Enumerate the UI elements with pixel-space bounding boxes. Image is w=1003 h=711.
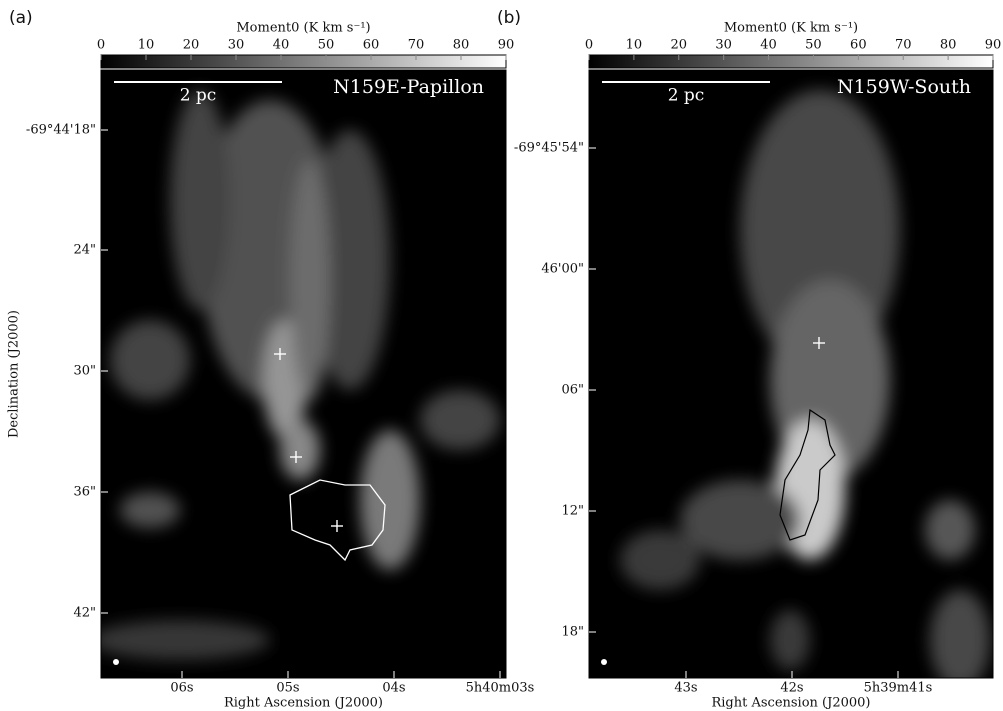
x-axis-label: Right Ascension (J2000)	[711, 696, 870, 711]
scale-bar-label: 2 pc	[180, 86, 217, 106]
y-tick-label: -69°45'54"	[514, 141, 584, 156]
x-tick-label: 5h39m41s	[864, 681, 933, 696]
panel-label: (a)	[9, 8, 33, 28]
colorbar	[589, 55, 993, 68]
y-tick-label: 46'00"	[541, 262, 584, 277]
y-tick-label: 36"	[73, 485, 96, 500]
y-tick-label: 18"	[561, 625, 584, 640]
y-tick-label: -69°44'18"	[26, 123, 96, 138]
colorbar-tick-label: 70	[895, 38, 912, 53]
x-axis-label: Right Ascension (J2000)	[224, 696, 383, 711]
scale-bar-label: 2 pc	[668, 86, 705, 106]
colorbar-tick-label: 80	[453, 38, 470, 53]
colorbar-tick-label: 60	[363, 38, 380, 53]
y-tick-label: 30"	[73, 364, 96, 379]
x-tick-label: 06s	[170, 681, 193, 696]
panel-label: (b)	[497, 8, 521, 28]
colorbar-tick-label: 60	[850, 38, 867, 53]
colorbar-tick-label: 50	[805, 38, 822, 53]
colorbar-label: Moment0 (K km s⁻¹)	[724, 21, 858, 36]
field-name: N159W-South	[837, 76, 971, 98]
colorbar-tick-label: 50	[318, 38, 335, 53]
y-tick-label: 24"	[73, 243, 96, 258]
colorbar-tick-label: 0	[585, 38, 593, 53]
colorbar-tick-label: 70	[408, 38, 425, 53]
colorbar-tick-label: 80	[940, 38, 957, 53]
y-tick-label: 42"	[73, 606, 96, 621]
colorbar-tick-label: 90	[498, 38, 515, 53]
y-tick-label: 06"	[561, 383, 584, 398]
y-axis-label: Declination (J2000)	[7, 310, 22, 438]
image-b	[589, 70, 993, 690]
x-tick-label: 5h40m03s	[466, 681, 535, 696]
colorbar	[101, 55, 506, 68]
colorbar-tick-label: 10	[626, 38, 643, 53]
colorbar-tick-label: 20	[183, 38, 200, 53]
y-tick-label: 12"	[561, 504, 584, 519]
figure: (a) Moment0 (K km s⁻¹) 0 10 20 30 40 50 60 70 80 90…	[0, 0, 1003, 711]
x-tick-label: 43s	[674, 681, 697, 696]
colorbar-tick-label: 40	[273, 38, 290, 53]
image-a	[90, 70, 506, 678]
colorbar-tick-label: 20	[671, 38, 688, 53]
x-tick-label: 04s	[382, 681, 405, 696]
colorbar-label: Moment0 (K km s⁻¹)	[236, 21, 370, 36]
colorbar-tick-label: 30	[715, 38, 732, 53]
x-tick-label: 05s	[276, 681, 299, 696]
colorbar-tick-label: 40	[760, 38, 777, 53]
colorbar-tick-label: 0	[97, 38, 105, 53]
x-tick-label: 42s	[780, 681, 803, 696]
colorbar-tick-label: 90	[985, 38, 1002, 53]
colorbar-tick-label: 30	[228, 38, 245, 53]
field-name: N159E-Papillon	[333, 76, 484, 98]
colorbar-tick-label: 10	[138, 38, 155, 53]
